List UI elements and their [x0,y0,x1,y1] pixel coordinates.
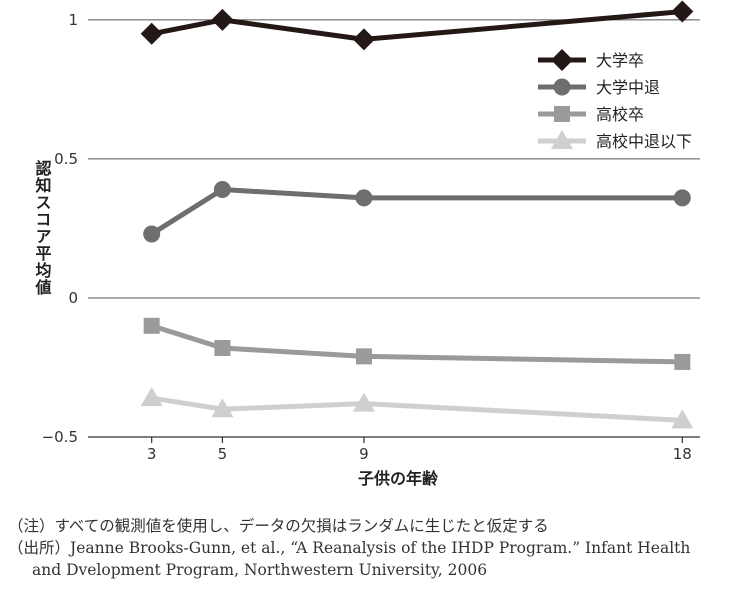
data-point [211,398,234,418]
axes: −0.5 0 0.5 1 3 5 9 18 [42,11,700,463]
data-point [671,409,694,429]
y-tick-label: −0.5 [42,428,78,446]
legend-marker [554,106,570,122]
data-point [352,392,375,412]
data-point [140,22,163,45]
data-point [211,8,234,31]
legend-label: 大学卒 [596,51,644,70]
data-point [352,28,375,51]
y-tick-label: 1 [68,11,78,29]
series-line-2 [150,187,683,237]
series-line-1 [151,9,683,42]
data-point [143,225,161,243]
x-tick-label: 5 [218,445,228,463]
legend-label: 高校卒 [596,105,644,124]
data-point [213,181,231,199]
data-point [140,387,163,407]
legend-label: 大学中退 [596,78,660,97]
y-axis-title: 認知スコア平均値 [33,159,53,296]
source-text-line2: and Dvelopment Program, Northwestern Uni… [32,561,488,579]
series-line-4 [151,395,683,423]
legend-marker [553,78,571,96]
y-tick-label: 0 [68,289,78,307]
legend-marker [551,130,573,149]
data-point [355,348,372,365]
legend-label: 高校中退以下 [596,132,692,151]
footnotes: （注）すべての観測値を使用し、データの欠損はランダムに生じたと仮定する （出所）… [8,515,743,581]
note-text: （注）すべての観測値を使用し、データの欠損はランダムに生じたと仮定する [8,517,549,535]
data-point [673,189,691,207]
data-point [214,340,231,357]
series-line-3 [150,323,683,365]
x-tick-label: 18 [673,445,692,463]
data-point [355,189,373,207]
data-point [674,353,691,370]
x-axis-title: 子供の年齢 [358,469,439,488]
legend-marker [551,49,573,71]
source-text-line1: （出所）Jeanne Brooks-Gunn, et al., “A Reana… [8,539,691,557]
x-tick-label: 9 [359,445,369,463]
y-tick-label: 0.5 [54,150,78,168]
x-tick-label: 3 [147,445,157,463]
data-point [671,0,694,23]
data-point [143,317,160,334]
series-group [140,0,694,429]
